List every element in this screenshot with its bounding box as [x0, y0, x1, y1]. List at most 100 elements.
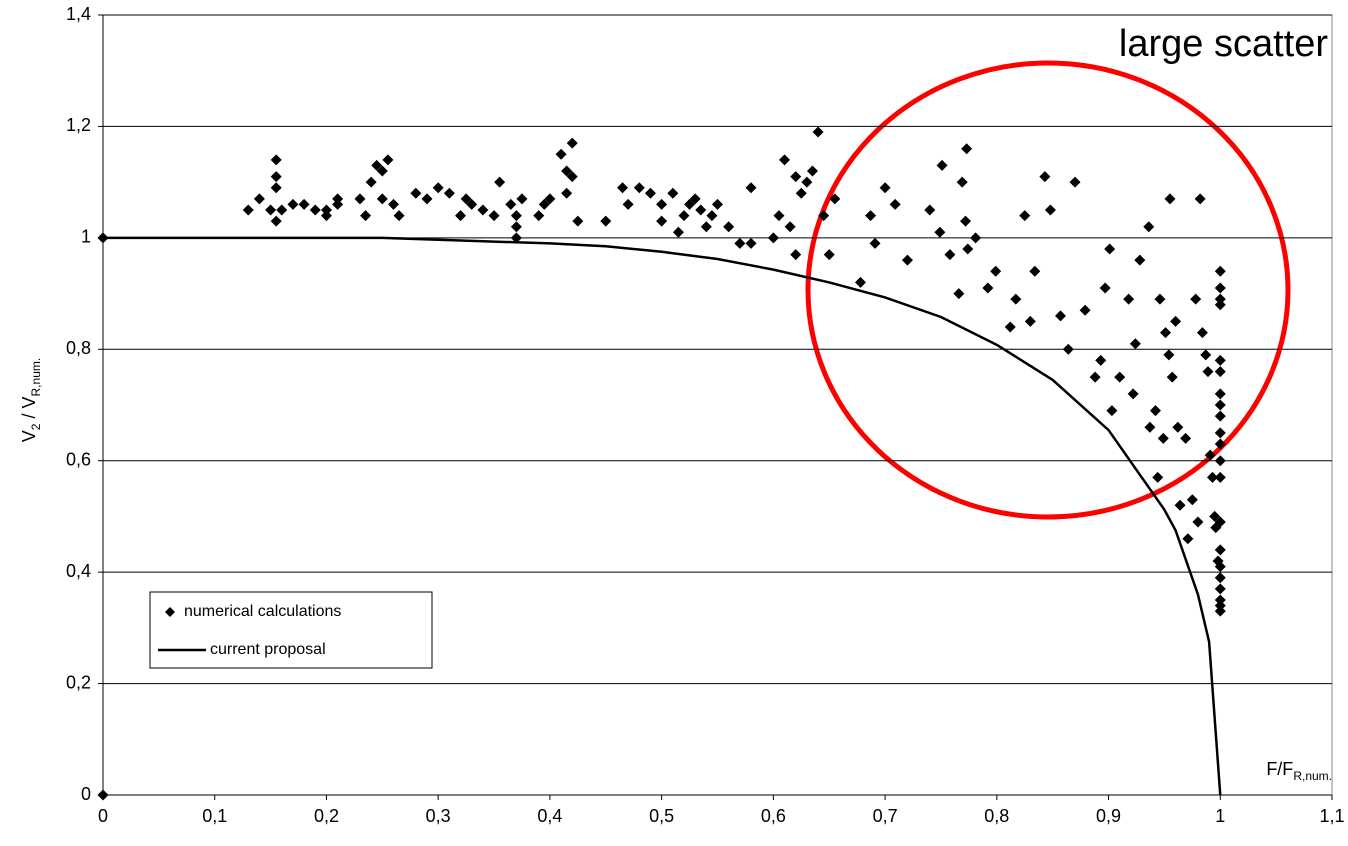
data-point [1174, 499, 1186, 511]
data-point [488, 210, 500, 222]
data-point [1044, 204, 1056, 216]
y-tick-label: 0,8 [66, 338, 91, 358]
data-point [1019, 210, 1031, 222]
legend-label: numerical calculations [184, 603, 341, 620]
data-point [477, 204, 489, 216]
data-point [566, 171, 578, 183]
data-point [516, 193, 528, 205]
data-point [622, 198, 634, 210]
data-point [879, 182, 891, 194]
data-point [1214, 600, 1226, 612]
data-point [767, 232, 779, 244]
curve [103, 236, 1222, 796]
data-point [734, 237, 746, 249]
data-point [1214, 516, 1226, 528]
data-point [1182, 533, 1194, 545]
data-point [572, 215, 584, 227]
data-point [1214, 561, 1226, 573]
data-point [644, 187, 656, 199]
data-point [818, 210, 830, 222]
data-point [723, 221, 735, 233]
data-point [1163, 349, 1175, 361]
data-point [1204, 449, 1216, 461]
data-point [712, 198, 723, 210]
data-point [460, 193, 472, 205]
data-point [455, 210, 467, 222]
data-point [961, 143, 973, 155]
data-point [745, 182, 757, 194]
data-point [1143, 221, 1155, 233]
data-point [1192, 516, 1204, 528]
x-tick-label: 0,4 [537, 806, 562, 826]
data-point [869, 237, 881, 249]
data-point [1160, 327, 1172, 339]
data-point [1170, 315, 1182, 327]
data-point [1062, 343, 1074, 355]
data-point [1164, 193, 1176, 205]
data-point [656, 215, 668, 227]
data-point [360, 210, 372, 222]
annotation: large scatter [1119, 23, 1328, 65]
data-point [695, 204, 707, 216]
data-point [934, 226, 946, 238]
data-point [1089, 371, 1101, 383]
data-point [270, 154, 282, 166]
data-point [812, 126, 824, 138]
data-point [1099, 282, 1111, 294]
data-point [1127, 388, 1139, 400]
data-point [505, 198, 517, 210]
data-point [1069, 176, 1081, 188]
data-point [865, 210, 877, 222]
data-point [287, 198, 299, 210]
data-point [1196, 327, 1208, 339]
data-point [801, 176, 813, 188]
data-point [1202, 366, 1214, 378]
data-point [1157, 432, 1169, 444]
data-point [982, 282, 994, 294]
data-point [365, 176, 377, 188]
data-point [1144, 421, 1156, 433]
data-point [790, 171, 802, 183]
data-point [1166, 371, 1178, 383]
data-point [970, 232, 982, 244]
data-point [944, 249, 956, 261]
x-tick-label: 0,8 [984, 806, 1009, 826]
x-tick-label: 0,7 [873, 806, 898, 826]
data-point [320, 204, 332, 216]
data-point [544, 193, 556, 205]
data-point [1149, 405, 1161, 417]
data-point [510, 221, 522, 233]
x-tick-label: 0,6 [761, 806, 786, 826]
data-point [320, 210, 332, 222]
data-point [332, 198, 344, 210]
data-point [276, 204, 288, 216]
x-axis-label: F/FR,num. [1266, 759, 1332, 783]
data-point [1214, 299, 1226, 311]
data-point [561, 187, 573, 199]
data-point [494, 176, 506, 188]
y-tick-label: 0,6 [66, 449, 91, 469]
label-part: F/F [1266, 759, 1293, 779]
legend-marker [165, 607, 175, 617]
data-point [1190, 293, 1202, 305]
data-point [1010, 293, 1022, 305]
data-point [1214, 572, 1226, 584]
data-point [700, 221, 712, 233]
data-point [561, 165, 573, 177]
data-point [510, 232, 522, 244]
data-point [393, 210, 405, 222]
label-subscript: R,num. [1293, 769, 1332, 783]
data-point [1039, 171, 1051, 183]
data-point [1214, 438, 1226, 450]
data-point [242, 204, 254, 216]
data-point [387, 198, 399, 210]
data-point [1214, 265, 1226, 277]
data-point [1214, 410, 1226, 422]
data-point [376, 193, 388, 205]
data-point [1214, 455, 1226, 467]
data-point [795, 187, 807, 199]
data-point [1186, 494, 1198, 506]
plot-area [102, 14, 1333, 796]
data-point [533, 210, 545, 222]
data-point [555, 148, 567, 160]
